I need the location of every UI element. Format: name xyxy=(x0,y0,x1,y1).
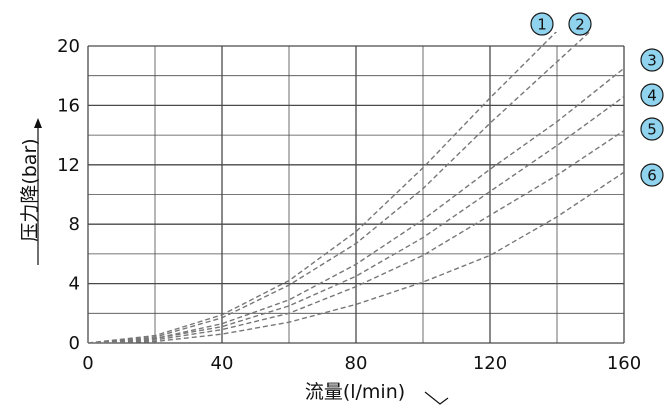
series-badge-circle xyxy=(568,12,592,36)
curve-series-4 xyxy=(88,95,624,343)
x-tick-label-80: 80 xyxy=(345,353,368,374)
y-tick-label-12: 12 xyxy=(57,155,80,176)
curve-layer xyxy=(88,32,624,343)
y-axis-title: 压力降(bar) xyxy=(19,138,41,241)
series-badge-2: 2 xyxy=(568,12,592,36)
y-tick-label-16: 16 xyxy=(57,95,80,116)
series-badge-circle xyxy=(640,163,664,187)
series-badge-label: 5 xyxy=(647,121,657,139)
y-tick-labels: 0 4 8 12 16 20 xyxy=(57,36,80,354)
series-badge-circle xyxy=(530,12,554,36)
series-badge-circle xyxy=(640,48,664,72)
y-tick-label-8: 8 xyxy=(69,214,80,235)
series-badge-label: 2 xyxy=(575,16,585,34)
series-badge-label: 4 xyxy=(647,87,657,105)
series-badge-1: 1 xyxy=(530,12,554,36)
curve-series-1 xyxy=(88,32,558,343)
curve-series-3 xyxy=(88,67,624,343)
grid-layer xyxy=(87,45,625,344)
series-badge-4: 4 xyxy=(640,83,664,107)
series-badges: 1 2 3 4 5 6 xyxy=(530,12,664,187)
curve-series-6 xyxy=(88,171,624,343)
series-badge-circle xyxy=(640,83,664,107)
series-badge-3: 3 xyxy=(640,48,664,72)
y-axis-arrow-head xyxy=(34,118,42,128)
x-tick-label-120: 120 xyxy=(473,353,507,374)
curve-series-2 xyxy=(88,32,591,343)
y-tick-label-20: 20 xyxy=(57,36,80,57)
curve-series-5 xyxy=(88,130,624,343)
x-axis-title: 流量(l/min) xyxy=(305,381,405,403)
y-tick-label-0: 0 xyxy=(69,333,80,354)
x-tick-labels: 0 40 80 120 160 xyxy=(82,353,641,374)
x-tick-label-40: 40 xyxy=(211,353,234,374)
x-tick-label-0: 0 xyxy=(82,353,93,374)
series-badge-label: 3 xyxy=(647,52,657,70)
series-badge-6: 6 xyxy=(640,163,664,187)
y-tick-label-4: 4 xyxy=(69,274,80,295)
series-badge-label: 6 xyxy=(647,167,657,185)
x-axis-arrow xyxy=(424,391,449,405)
series-badge-5: 5 xyxy=(640,117,664,141)
series-badge-circle xyxy=(640,117,664,141)
series-badge-label: 1 xyxy=(537,16,547,34)
x-tick-label-160: 160 xyxy=(607,353,641,374)
